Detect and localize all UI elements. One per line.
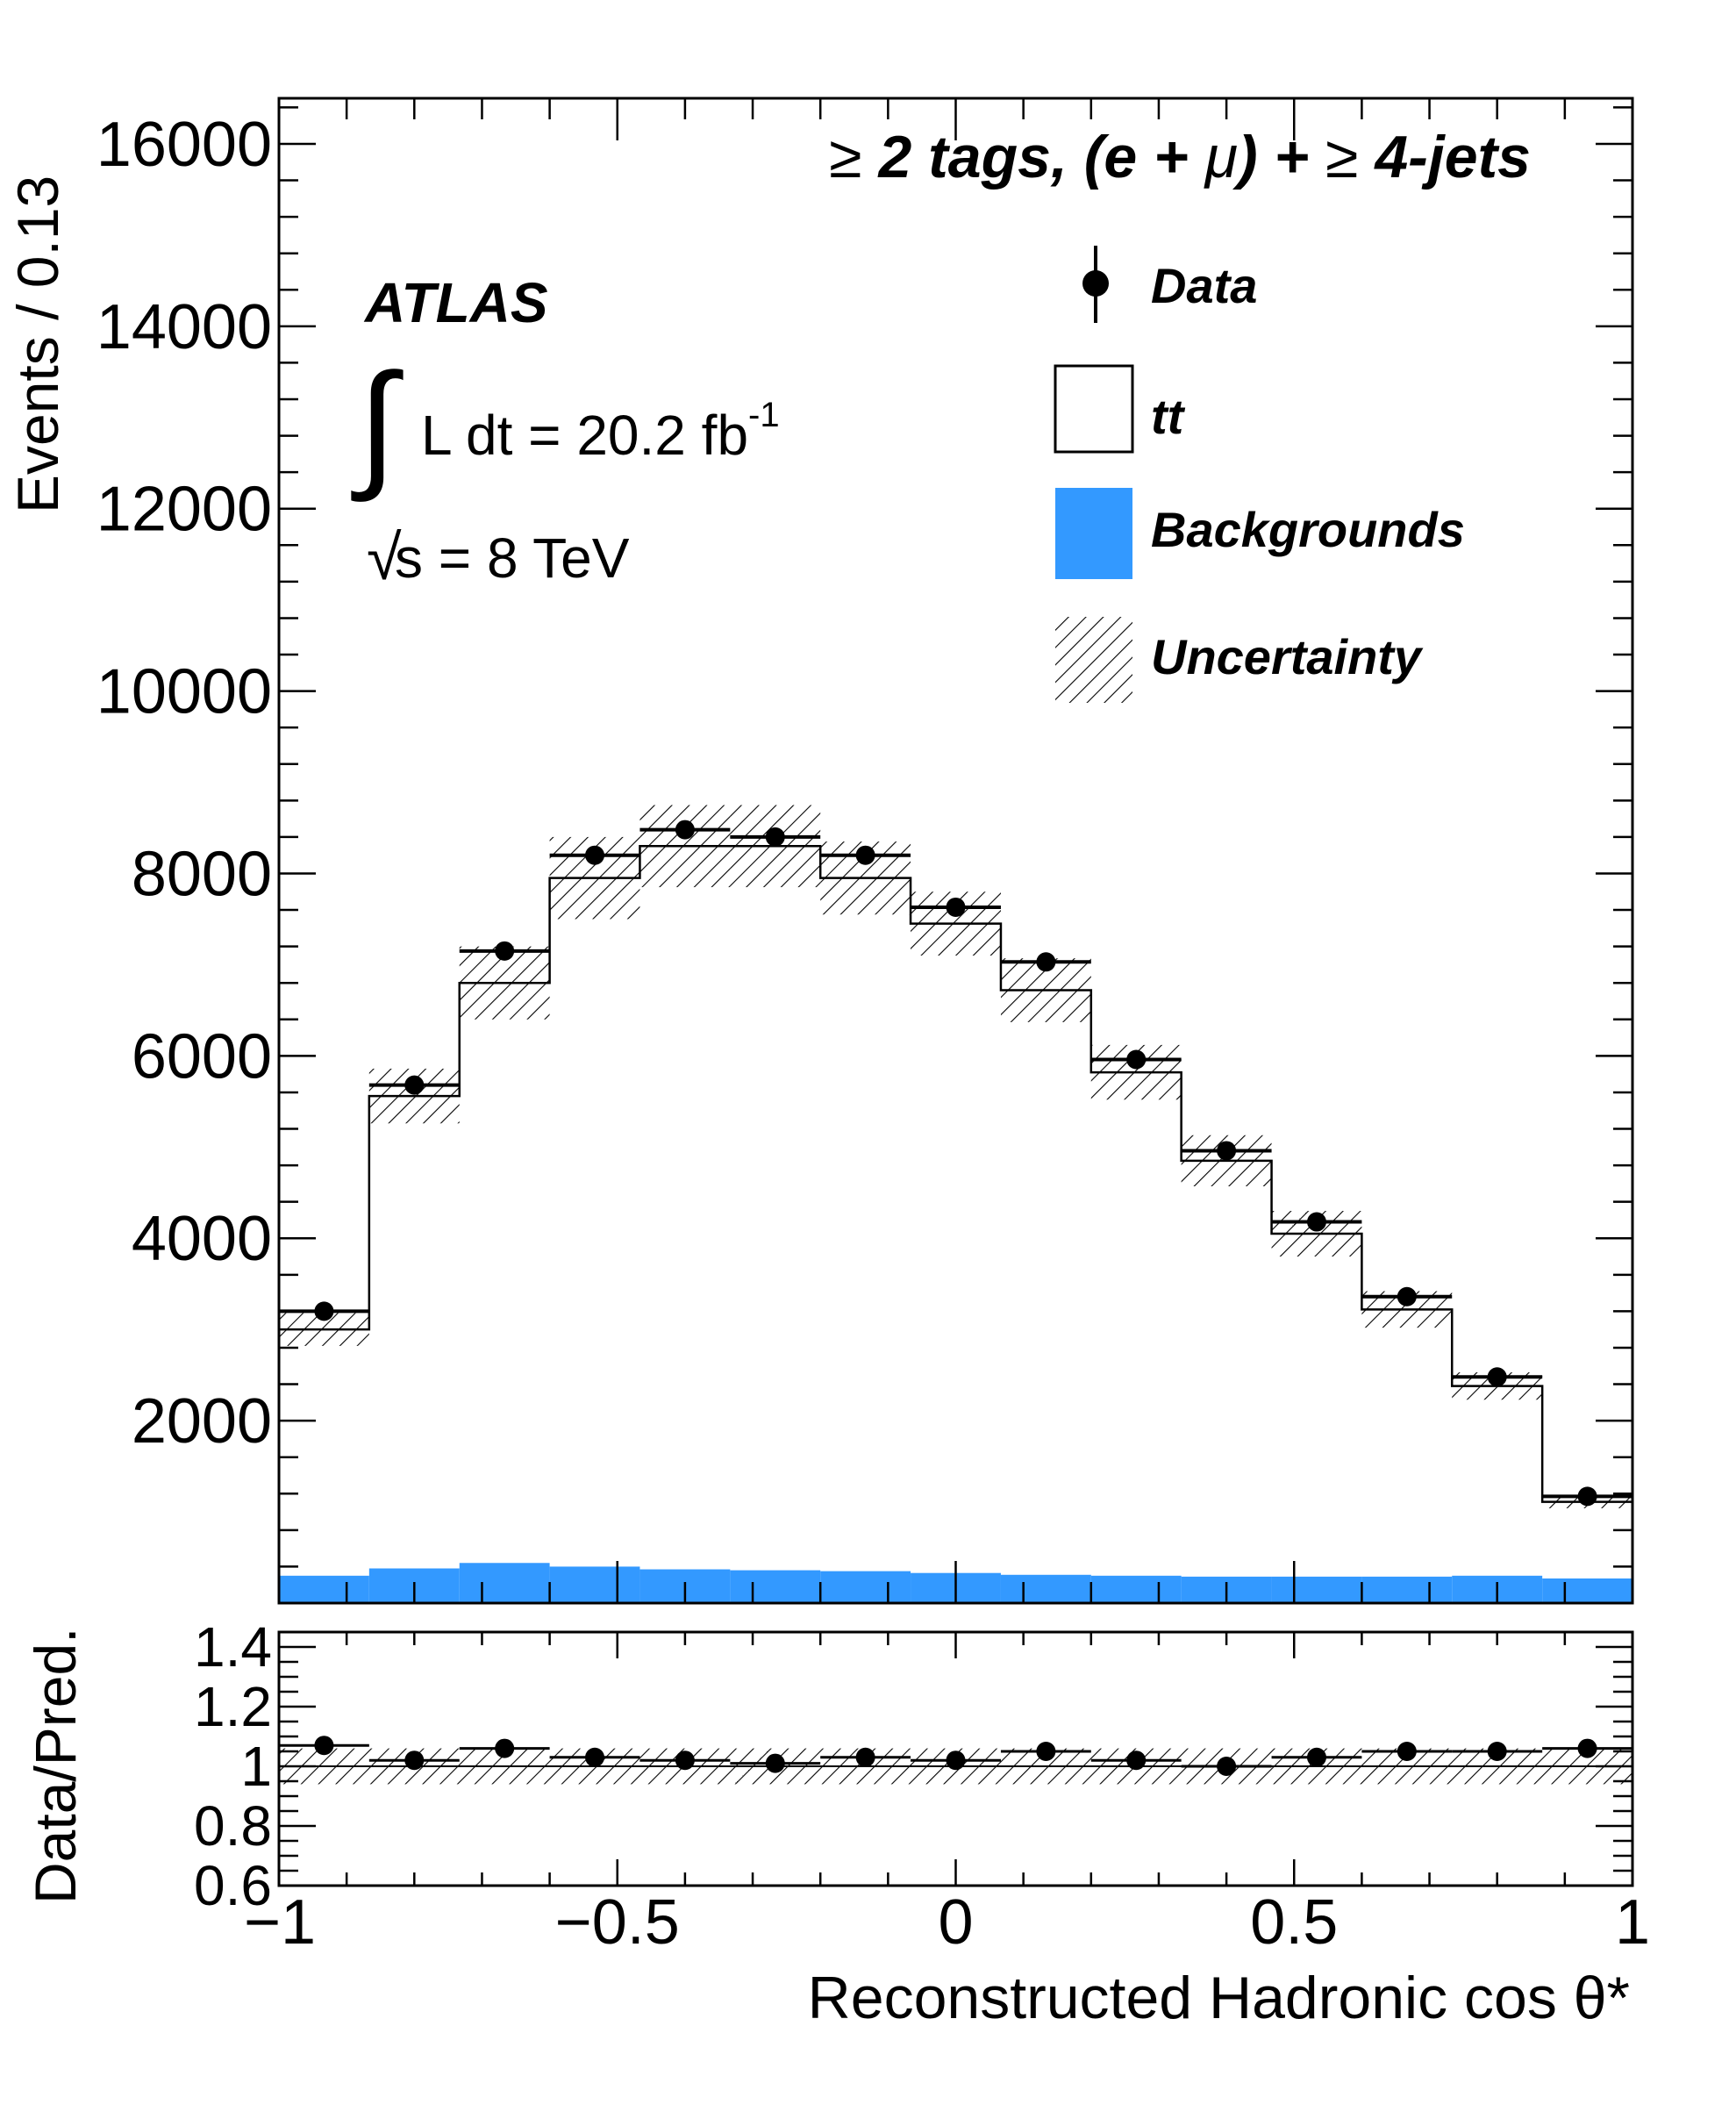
x-tick-label: 1 <box>1615 1887 1650 1958</box>
legend-item-data: Data <box>1082 246 1257 323</box>
ratio-point <box>1217 1757 1237 1776</box>
data-point <box>1217 1141 1237 1161</box>
ratio-point <box>765 1753 785 1773</box>
data-point <box>404 1075 425 1095</box>
data-point <box>1126 1049 1147 1070</box>
background-bar <box>820 1571 911 1603</box>
legend-item-backgrounds: Backgrounds <box>1055 488 1465 579</box>
background-bar <box>459 1563 550 1603</box>
legend-backgrounds-label: Backgrounds <box>1151 502 1465 557</box>
background-bar <box>549 1566 640 1603</box>
ratio-point <box>855 1747 875 1767</box>
legend-data-marker <box>1082 270 1109 297</box>
background-bar <box>1361 1576 1453 1603</box>
ratio-ylabel: Data/Pred. <box>23 1628 88 1905</box>
background-bar <box>1090 1575 1182 1603</box>
data-point <box>1577 1486 1597 1507</box>
tt-step-histogram <box>277 845 1634 1603</box>
data-point <box>765 827 785 847</box>
data-point <box>946 897 966 917</box>
legend-tt-swatch <box>1054 364 1134 454</box>
data-point <box>1306 1212 1326 1232</box>
main-y-tick-label: 12000 <box>96 475 272 545</box>
main-panel: 2000 4000 6000 8000 10000 12000 14000 16000 Eve… <box>5 97 1634 1605</box>
data-point <box>314 1301 334 1321</box>
data-point <box>1397 1286 1417 1307</box>
data-point <box>1487 1367 1507 1387</box>
x-tick-label: −0.5 <box>555 1887 680 1958</box>
ratio-y-tick-label: 1.2 <box>194 1675 272 1738</box>
ratio-point <box>1036 1742 1056 1761</box>
data-point <box>1036 952 1056 972</box>
x-axis-label: Reconstructed Hadronic cos θ* <box>808 1965 1630 2031</box>
ratio-point <box>404 1750 425 1771</box>
data-point <box>495 941 515 961</box>
ratio-point <box>675 1750 695 1771</box>
energy-label: s = 8 TeV <box>395 526 630 590</box>
ratio-point <box>585 1747 605 1767</box>
ratio-y-tick-label: 1.4 <box>194 1615 272 1679</box>
main-y-tick-label: 4000 <box>132 1204 272 1274</box>
ratio-point <box>946 1750 966 1771</box>
legend: Data tt Backgrounds Uncertainty <box>1054 246 1465 703</box>
ratio-y-tick-label: 1 <box>240 1735 272 1798</box>
ratio-point <box>1306 1747 1326 1767</box>
main-y-tick-label: 8000 <box>132 839 272 909</box>
legend-data-label: Data <box>1151 258 1257 313</box>
legend-uncertainty-label: Uncertainty <box>1151 629 1424 684</box>
main-ylabel: Events / 0.13 <box>5 175 70 513</box>
data-point <box>855 845 875 865</box>
sqrt-sign: √ <box>367 523 402 593</box>
ratio-point <box>1126 1750 1147 1771</box>
luminosity-label: L dt = 20.2 fb-1 <box>421 396 780 467</box>
legend-uncertainty-swatch <box>1055 617 1132 703</box>
background-bar <box>1542 1578 1632 1603</box>
ratio-point <box>1487 1742 1507 1761</box>
background-bar <box>279 1575 369 1603</box>
legend-backgrounds-swatch <box>1055 488 1132 579</box>
legend-item-uncertainty: Uncertainty <box>1055 617 1424 703</box>
ratio-point <box>495 1738 515 1758</box>
legend-tt-label: tt <box>1151 389 1186 444</box>
main-y-tick-label: 14000 <box>96 292 272 362</box>
background-bar <box>1271 1576 1362 1603</box>
data-point <box>585 845 605 865</box>
x-tick-label: −1 <box>244 1887 316 1958</box>
ratio-point <box>1397 1742 1417 1761</box>
background-bar <box>730 1570 821 1603</box>
chart-title: ≥ 2 tags, (e + μ) + ≥ 4-jets <box>829 124 1531 190</box>
background-bar <box>1000 1574 1091 1603</box>
x-tick-label: 0.5 <box>1250 1887 1338 1958</box>
main-y-tick-label: 10000 <box>96 657 272 727</box>
main-y-tick-label: 6000 <box>132 1021 272 1092</box>
main-y-tick-label: 2000 <box>132 1386 272 1457</box>
x-tick-label: 0 <box>938 1887 973 1958</box>
integral-sign: ∫ <box>351 345 404 502</box>
ratio-panel: 0.60.811.21.4 Data/Pred. <box>23 1615 1634 1917</box>
ratio-point <box>314 1736 334 1756</box>
ratio-y-tick-label: 0.6 <box>194 1854 272 1917</box>
legend-item-tt: tt <box>1054 364 1186 454</box>
main-y-tick-label: 16000 <box>96 110 272 180</box>
ratio-point <box>1577 1738 1597 1758</box>
atlas-label: ATLAS <box>363 271 548 334</box>
data-point <box>675 820 695 840</box>
ratio-y-tick-label: 0.8 <box>194 1794 272 1858</box>
